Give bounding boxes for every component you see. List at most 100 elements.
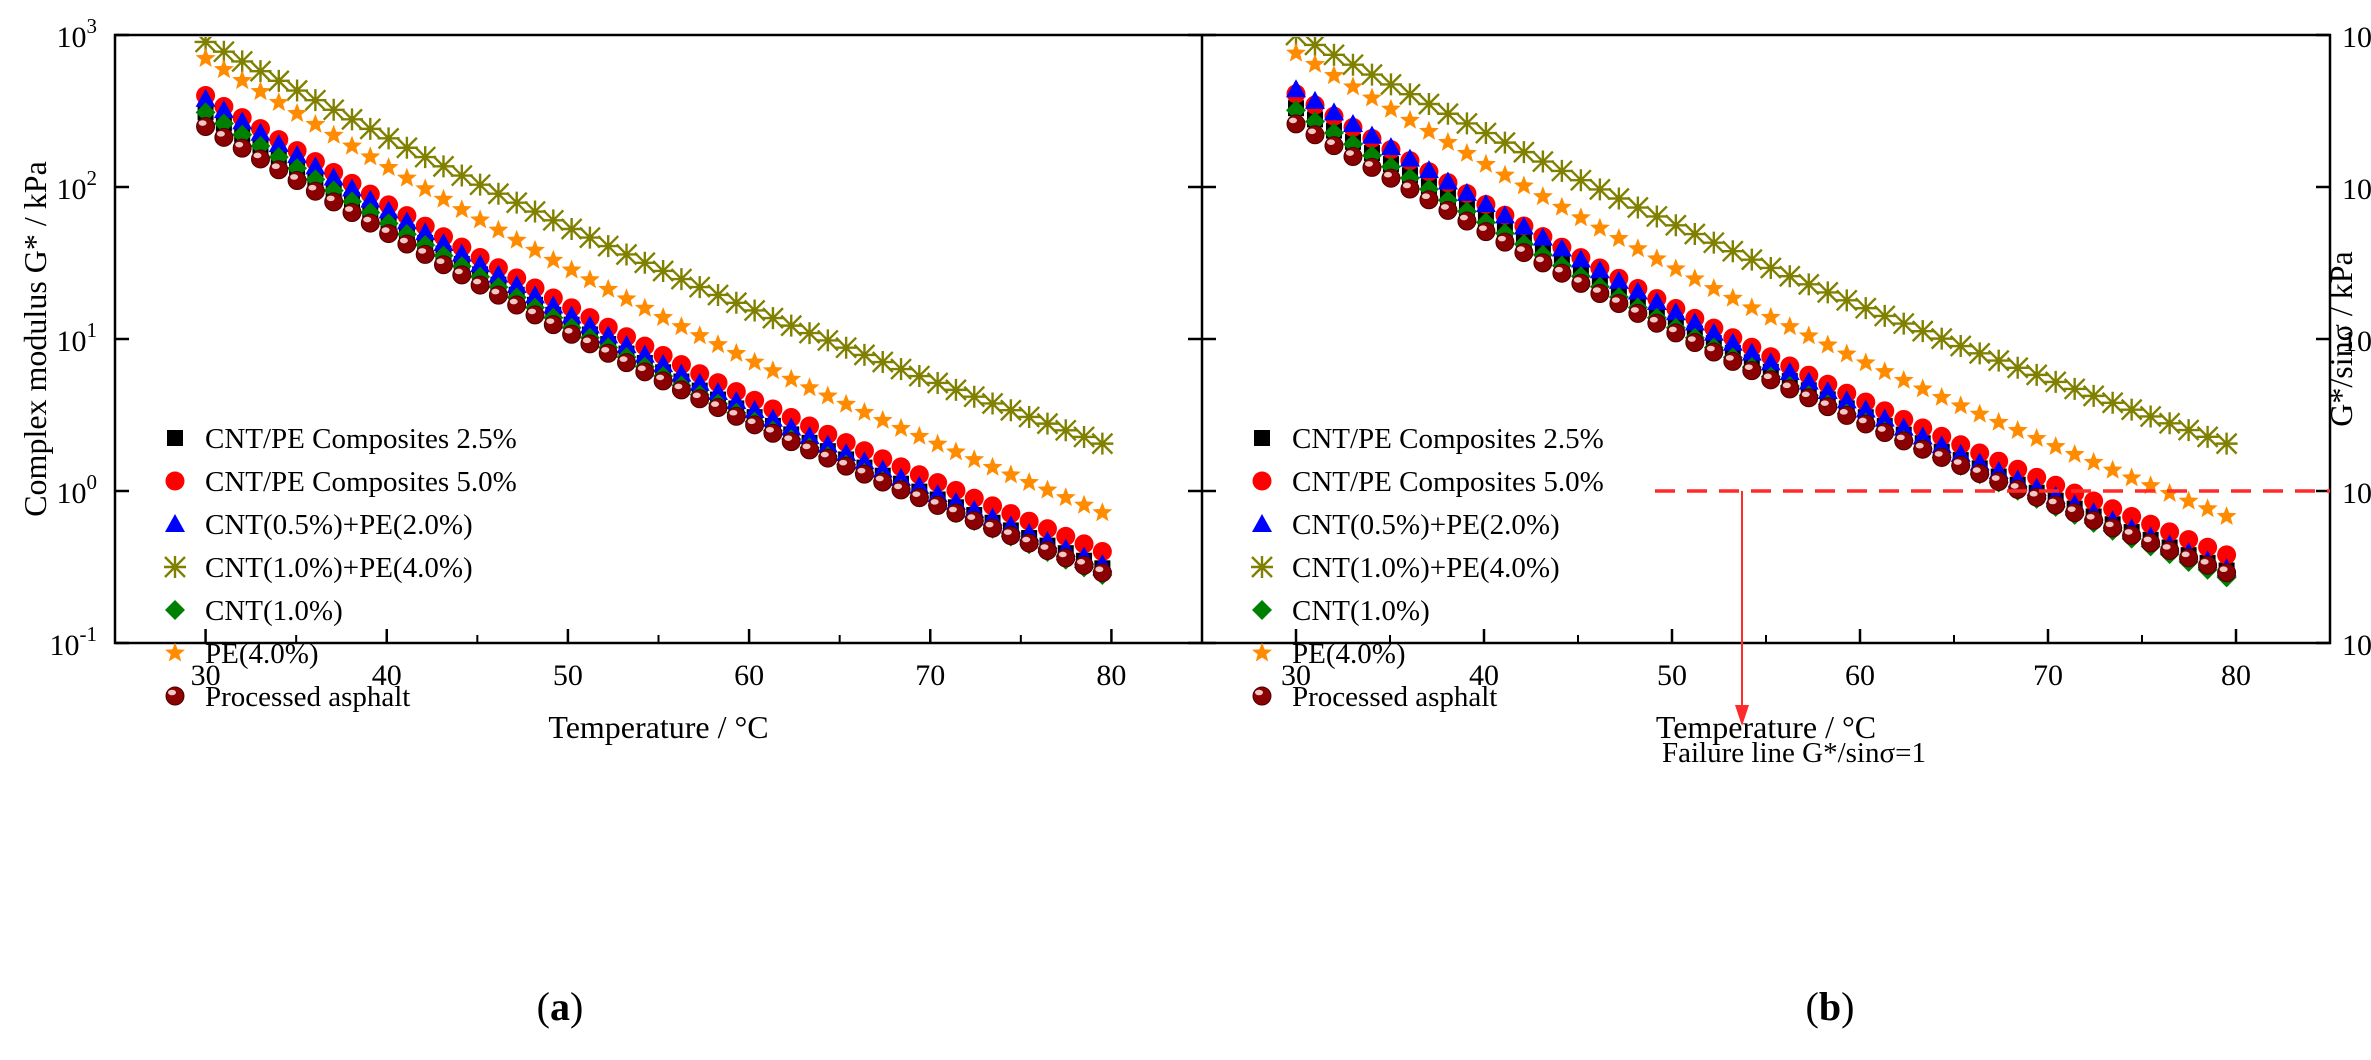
data-point xyxy=(2179,548,2199,568)
data-point xyxy=(396,167,417,187)
data-point xyxy=(249,60,272,83)
data-point xyxy=(744,399,765,418)
data-point xyxy=(800,416,820,436)
data-point xyxy=(1495,232,1515,252)
data-point xyxy=(745,415,765,435)
data-point xyxy=(689,372,710,391)
data-point xyxy=(1874,408,1895,427)
x-tick-label: 70 xyxy=(2033,659,2063,692)
sphere-highlight xyxy=(784,435,793,441)
data-point xyxy=(2158,412,2181,435)
data-point xyxy=(964,511,984,531)
sphere-highlight xyxy=(1402,182,1411,189)
data-point xyxy=(1455,112,1478,135)
data-point xyxy=(1361,125,1382,144)
data-point xyxy=(1912,426,1933,445)
data-point xyxy=(1056,548,1076,568)
data-point xyxy=(891,417,911,437)
data-point xyxy=(1570,207,1591,227)
data-point xyxy=(360,213,380,233)
data-point xyxy=(304,89,327,112)
sphere-highlight xyxy=(1839,409,1848,415)
data-point xyxy=(2006,356,2029,379)
data-point xyxy=(232,138,252,158)
data-point xyxy=(579,315,600,334)
data-point xyxy=(1532,186,1553,206)
sphere-highlight xyxy=(528,308,537,315)
sphere-highlight xyxy=(290,174,299,180)
data-point xyxy=(1304,111,1325,132)
sphere-highlight xyxy=(1040,544,1049,550)
panel-a: 30 40 50 60 70 80 10-1 100 101 102 103 Temperature … xyxy=(17,14,1216,745)
data-point xyxy=(2065,503,2085,523)
data-point xyxy=(2121,467,2142,487)
data-point xyxy=(781,368,802,388)
data-point xyxy=(2196,425,2219,448)
sphere-highlight xyxy=(399,237,408,244)
data-point xyxy=(342,203,362,223)
data-point xyxy=(1092,563,1112,583)
data-point xyxy=(1835,289,1858,312)
data-point xyxy=(780,314,803,337)
data-point xyxy=(1055,487,1076,507)
data-point xyxy=(342,135,362,155)
data-point xyxy=(2007,420,2028,439)
sphere-highlight xyxy=(711,401,720,407)
sphere-highlight xyxy=(491,288,500,295)
data-point xyxy=(1646,291,1667,310)
data-point xyxy=(450,164,473,187)
y-tick-label: 100 xyxy=(2342,470,2371,510)
data-point xyxy=(1645,205,1668,228)
data-point xyxy=(452,265,472,285)
data-point xyxy=(1036,412,1059,435)
data-point xyxy=(1740,248,1763,271)
data-point xyxy=(891,467,912,486)
sphere-highlight xyxy=(168,689,176,696)
data-point xyxy=(2120,398,2143,421)
data-point xyxy=(1494,164,1515,184)
data-point xyxy=(323,167,344,186)
data-point xyxy=(818,448,838,468)
sphere-highlight xyxy=(985,521,994,528)
data-point xyxy=(1019,472,1040,491)
data-point xyxy=(1588,178,1611,201)
data-point xyxy=(909,488,929,508)
sphere-highlight xyxy=(1255,689,1263,696)
data-point xyxy=(635,362,655,382)
data-point xyxy=(854,451,875,470)
y-tick-label: 100 xyxy=(57,470,98,510)
data-point xyxy=(2064,444,2085,463)
series-5 xyxy=(1286,42,2237,525)
sphere-highlight xyxy=(1326,139,1335,145)
series-6 xyxy=(1286,114,2237,583)
sphere-highlight xyxy=(674,383,683,390)
data-point xyxy=(2177,419,2200,442)
data-point xyxy=(671,380,691,400)
sphere-highlight xyxy=(1345,150,1354,156)
data-point xyxy=(286,79,309,102)
sphere-highlight xyxy=(436,258,445,265)
sphere-highlight xyxy=(1668,326,1677,333)
sphere-highlight xyxy=(1058,551,1067,558)
legend-label: CNT(1.0%)+PE(4.0%) xyxy=(205,552,473,584)
data-point xyxy=(634,344,655,363)
data-point xyxy=(470,275,490,295)
data-point xyxy=(2160,522,2180,542)
legend-label: CNT(0.5%)+PE(2.0%) xyxy=(205,509,473,541)
data-point xyxy=(909,465,929,485)
data-point xyxy=(2198,537,2218,557)
data-point xyxy=(1779,316,1800,336)
data-point xyxy=(543,295,564,314)
data-point xyxy=(2044,370,2067,393)
sphere-highlight xyxy=(820,451,829,458)
data-point xyxy=(1305,125,1325,145)
data-point xyxy=(799,377,820,397)
data-point xyxy=(488,219,509,239)
legend-marker xyxy=(164,556,186,578)
sphere-highlight xyxy=(1725,355,1734,361)
sphere-highlight xyxy=(1687,336,1696,342)
data-point xyxy=(1684,312,1705,331)
sphere-highlight xyxy=(1915,442,1924,449)
sphere-highlight xyxy=(1592,287,1601,293)
data-point xyxy=(378,200,399,219)
